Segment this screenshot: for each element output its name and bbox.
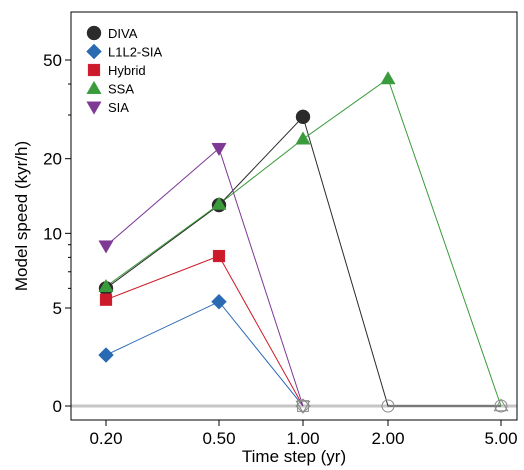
data-point-sia-0 [98, 240, 114, 254]
data-point-ssa-0 [98, 278, 114, 293]
series-line-hybrid [105, 255, 304, 407]
legend-marker-diva [86, 25, 102, 41]
zero-point-diva-2.00 [381, 399, 395, 413]
y-tick-label: 10 [43, 224, 62, 243]
legend-label-sia: SIA [108, 100, 129, 115]
x-tick-label: 0.50 [202, 429, 235, 448]
legend-label-ssa: SSA [108, 82, 134, 97]
data-point-l1l2-sia-1 [211, 293, 227, 310]
legend: DIVA L1L2-SIA Hybrid SSA SIA [86, 25, 163, 115]
data-point-l1l2-sia-0 [98, 347, 114, 363]
data-point-ssa-1 [211, 196, 227, 210]
data-point-sia-1 [211, 142, 227, 157]
series-line-diva [105, 115, 501, 407]
legend-marker-hybrid [87, 63, 101, 77]
legend-label-hybrid: Hybrid [108, 63, 146, 78]
zero-point-ssa-5.00 [493, 398, 509, 412]
y-tick-label: 5 [53, 299, 62, 318]
x-tick-label: 0.20 [89, 429, 122, 448]
legend-label-l1l2-sia: L1L2-SIA [108, 45, 163, 60]
zero-point-hybrid-1.00 [297, 400, 309, 412]
x-tick-label: 1.00 [286, 429, 319, 448]
legend-marker-sia [86, 101, 102, 115]
legend-marker-ssa [86, 80, 102, 94]
x-axis-title: Time step (yr) [242, 447, 346, 466]
zero-point-sia-1.00 [295, 400, 311, 414]
series-line-ssa [105, 77, 502, 407]
data-point-ssa-2 [295, 131, 311, 145]
y-tick-label: 20 [43, 150, 62, 169]
data-point-ssa-3 [380, 71, 396, 85]
legend-marker-l1l2-sia [86, 43, 102, 60]
y-tick-label: 50 [43, 51, 62, 70]
x-tick-label: 2.00 [371, 429, 404, 448]
y-axis-title: Model speed (kyr/h) [12, 141, 31, 291]
y-tick-label: 0 [53, 397, 62, 416]
data-point-diva-2 [295, 109, 311, 125]
legend-label-diva: DIVA [108, 26, 138, 41]
plot-frame [70, 11, 518, 421]
series-line-sia [105, 147, 304, 407]
data-point-hybrid-0 [99, 293, 113, 306]
x-tick-label: 5.00 [484, 429, 517, 448]
data-point-hybrid-1 [212, 249, 226, 263]
